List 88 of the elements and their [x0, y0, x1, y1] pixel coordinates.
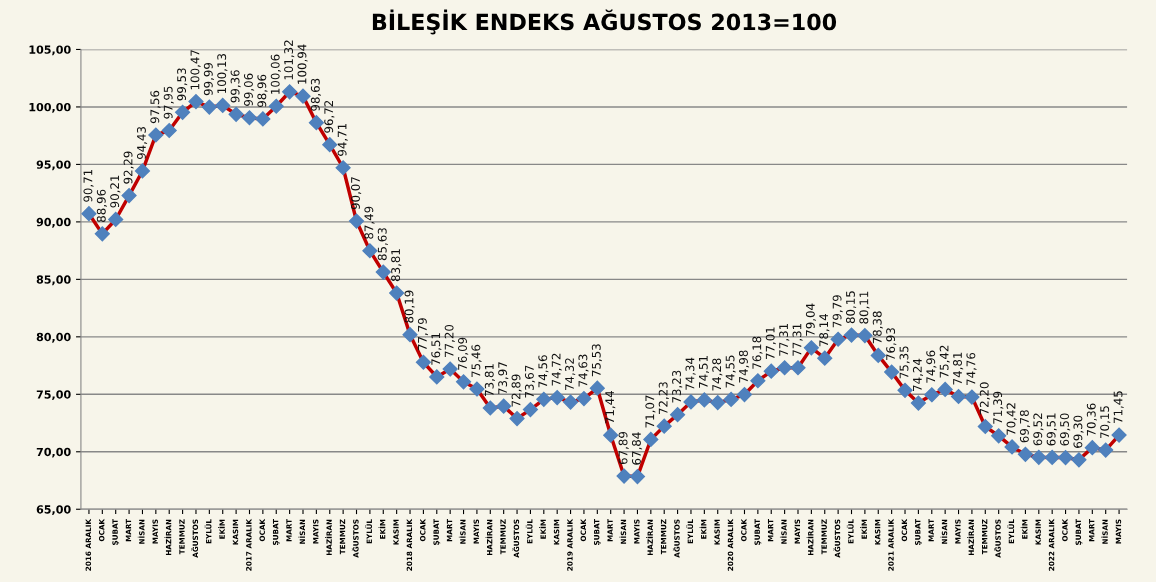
data-label: 71,44: [605, 390, 616, 424]
y-tick-label: 65,00: [36, 505, 71, 516]
data-label: 74,63: [578, 354, 589, 387]
data-label: 73,23: [672, 370, 683, 403]
data-label: 73,81: [484, 364, 495, 396]
data-label: 67,89: [618, 431, 629, 465]
data-label: 78,38: [872, 311, 883, 344]
data-label: 97,56: [150, 90, 161, 124]
y-tick-label: 75,00: [36, 390, 71, 401]
data-label: 77,01: [765, 327, 776, 360]
data-label: 76,51: [431, 333, 442, 365]
data-label: 92,29: [123, 151, 134, 184]
data-label: 83,81: [391, 249, 402, 282]
data-label: 100,47: [190, 50, 201, 90]
data-label: 71,07: [645, 395, 656, 428]
data-label: 75,46: [471, 344, 482, 377]
data-label: 99,99: [203, 62, 214, 96]
data-label: 74,72: [551, 353, 562, 386]
data-label: 74,98: [738, 350, 750, 383]
data-label: 88,96: [96, 189, 107, 222]
data-label: 100,13: [217, 53, 228, 94]
data-label: 87,49: [364, 206, 375, 239]
data-label: 101,32: [284, 40, 295, 80]
data-label: 74,96: [926, 350, 937, 383]
data-label: 79,79: [832, 295, 843, 328]
data-label: 80,19: [404, 290, 415, 323]
data-label: 98,63: [310, 78, 322, 111]
y-tick-label: 100,00: [29, 102, 71, 113]
data-label: 70,42: [1006, 403, 1017, 435]
y-tick-label: 80,00: [36, 332, 71, 343]
y-tick-label: 85,00: [36, 275, 71, 286]
data-label: 70,15: [1100, 406, 1111, 438]
data-label: 79,04: [805, 303, 816, 336]
data-label: 74,81: [953, 352, 964, 385]
data-label: 85,63: [377, 228, 388, 261]
data-label: 99,06: [243, 73, 255, 106]
data-label: 75,35: [899, 346, 910, 379]
y-tick-label: 90,00: [36, 217, 71, 228]
data-label: 74,28: [712, 358, 723, 391]
y-tick-label: 70,00: [36, 447, 71, 458]
data-label: 74,34: [685, 357, 696, 390]
data-label: 73,97: [498, 362, 509, 395]
data-label: 69,51: [1046, 413, 1057, 446]
data-label: 94,43: [136, 127, 148, 160]
data-label: 73,67: [524, 365, 536, 398]
data-label: 67,84: [631, 432, 643, 465]
y-tick-label: 105,00: [29, 45, 71, 56]
data-label: 77,20: [444, 324, 455, 357]
data-label: 76,09: [458, 337, 469, 370]
data-label: 69,52: [1033, 413, 1044, 446]
data-label: 76,93: [886, 328, 897, 361]
data-label: 80,11: [859, 291, 870, 324]
data-label: 99,53: [177, 68, 188, 101]
data-label: 90,71: [83, 169, 94, 202]
data-label: 80,15: [846, 291, 857, 324]
data-label: 98,96: [257, 74, 268, 108]
data-label: 72,20: [979, 382, 990, 415]
data-label: 74,55: [725, 355, 736, 388]
y-tick-label: 95,00: [36, 160, 71, 171]
data-label: 74,56: [538, 355, 549, 388]
data-label: 71,45: [1113, 391, 1124, 424]
data-label: 72,23: [658, 382, 669, 415]
data-label: 69,30: [1073, 415, 1084, 448]
data-label: 77,31: [792, 323, 803, 356]
chart-title: BİLEŞİK ENDEKS AĞUSTOS 2013=100: [372, 9, 837, 35]
data-label: 74,76: [966, 352, 977, 385]
data-label: 74,32: [565, 358, 576, 391]
data-label: 69,50: [1060, 413, 1071, 446]
data-label: 77,79: [417, 318, 429, 351]
data-label: 90,21: [110, 175, 121, 208]
data-label: 100,94: [297, 44, 308, 84]
data-label: 75,53: [591, 344, 602, 377]
data-label: 97,95: [163, 86, 174, 119]
data-label: 69,78: [1019, 410, 1031, 443]
data-label: 94,71: [337, 123, 348, 156]
data-label: 74,51: [699, 356, 709, 388]
data-label: 72,89: [511, 374, 522, 407]
data-label: 75,42: [939, 345, 950, 378]
data-label: 96,72: [324, 100, 335, 133]
data-label: 70,36: [1086, 403, 1097, 436]
data-label: 99,36: [230, 70, 241, 103]
data-label: 71,39: [993, 391, 1004, 424]
data-label: 76,18: [752, 336, 763, 369]
data-label: 74,24: [912, 358, 924, 391]
data-label: 90,07: [351, 177, 362, 210]
data-label: 100,06: [270, 54, 281, 94]
data-label: 77,31: [779, 323, 790, 356]
data-label: 78,14: [819, 313, 830, 347]
